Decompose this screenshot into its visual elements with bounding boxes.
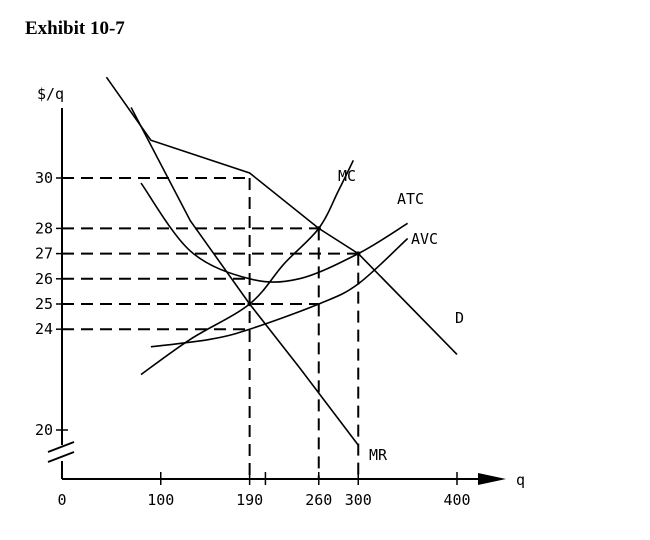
curve-atc <box>140 182 409 283</box>
x-tick-label-190: 190 <box>236 491 263 509</box>
intersection-point-0 <box>247 301 252 307</box>
curve-label-mc: MC <box>338 167 356 185</box>
x-tick-label-300: 300 <box>345 491 372 509</box>
reference-lines <box>62 177 360 479</box>
y-tick-label-30: 30 <box>35 169 53 187</box>
x-tick-label-100: 100 <box>147 491 174 509</box>
y-axis-label: $/q <box>37 85 64 103</box>
x-tick-label-260: 260 <box>305 491 332 509</box>
x-axis-arrow <box>478 473 506 485</box>
y-tick-label-28: 28 <box>35 219 53 237</box>
y-axis-break-mark-1 <box>47 441 75 453</box>
curve-label-atc: ATC <box>397 190 424 208</box>
curve-mc <box>140 160 355 376</box>
y-axis-break-mark-2 <box>47 451 75 463</box>
curve-label-d: D <box>455 309 464 327</box>
curve-avc <box>150 237 409 348</box>
curves <box>105 76 458 446</box>
curve-label-avc: AVC <box>411 230 438 248</box>
curve-d <box>105 76 458 355</box>
x-axis-label: q <box>516 471 525 489</box>
y-tick-label-25: 25 <box>35 295 53 313</box>
axes <box>47 108 506 485</box>
y-tick-label-27: 27 <box>35 245 53 263</box>
y-tick-label-24: 24 <box>35 320 53 338</box>
x-tick-label-400: 400 <box>443 491 470 509</box>
y-tick-label-20: 20 <box>35 421 53 439</box>
curve-label-mr: MR <box>369 446 388 464</box>
exhibit-title: Exhibit 10-7 <box>25 18 125 39</box>
intersection-point-1 <box>316 226 321 231</box>
curve-mr <box>130 107 359 446</box>
y-tick-label-26: 26 <box>35 270 53 288</box>
intersection-point-2 <box>356 251 361 256</box>
x-tick-label-0: 0 <box>57 491 66 509</box>
